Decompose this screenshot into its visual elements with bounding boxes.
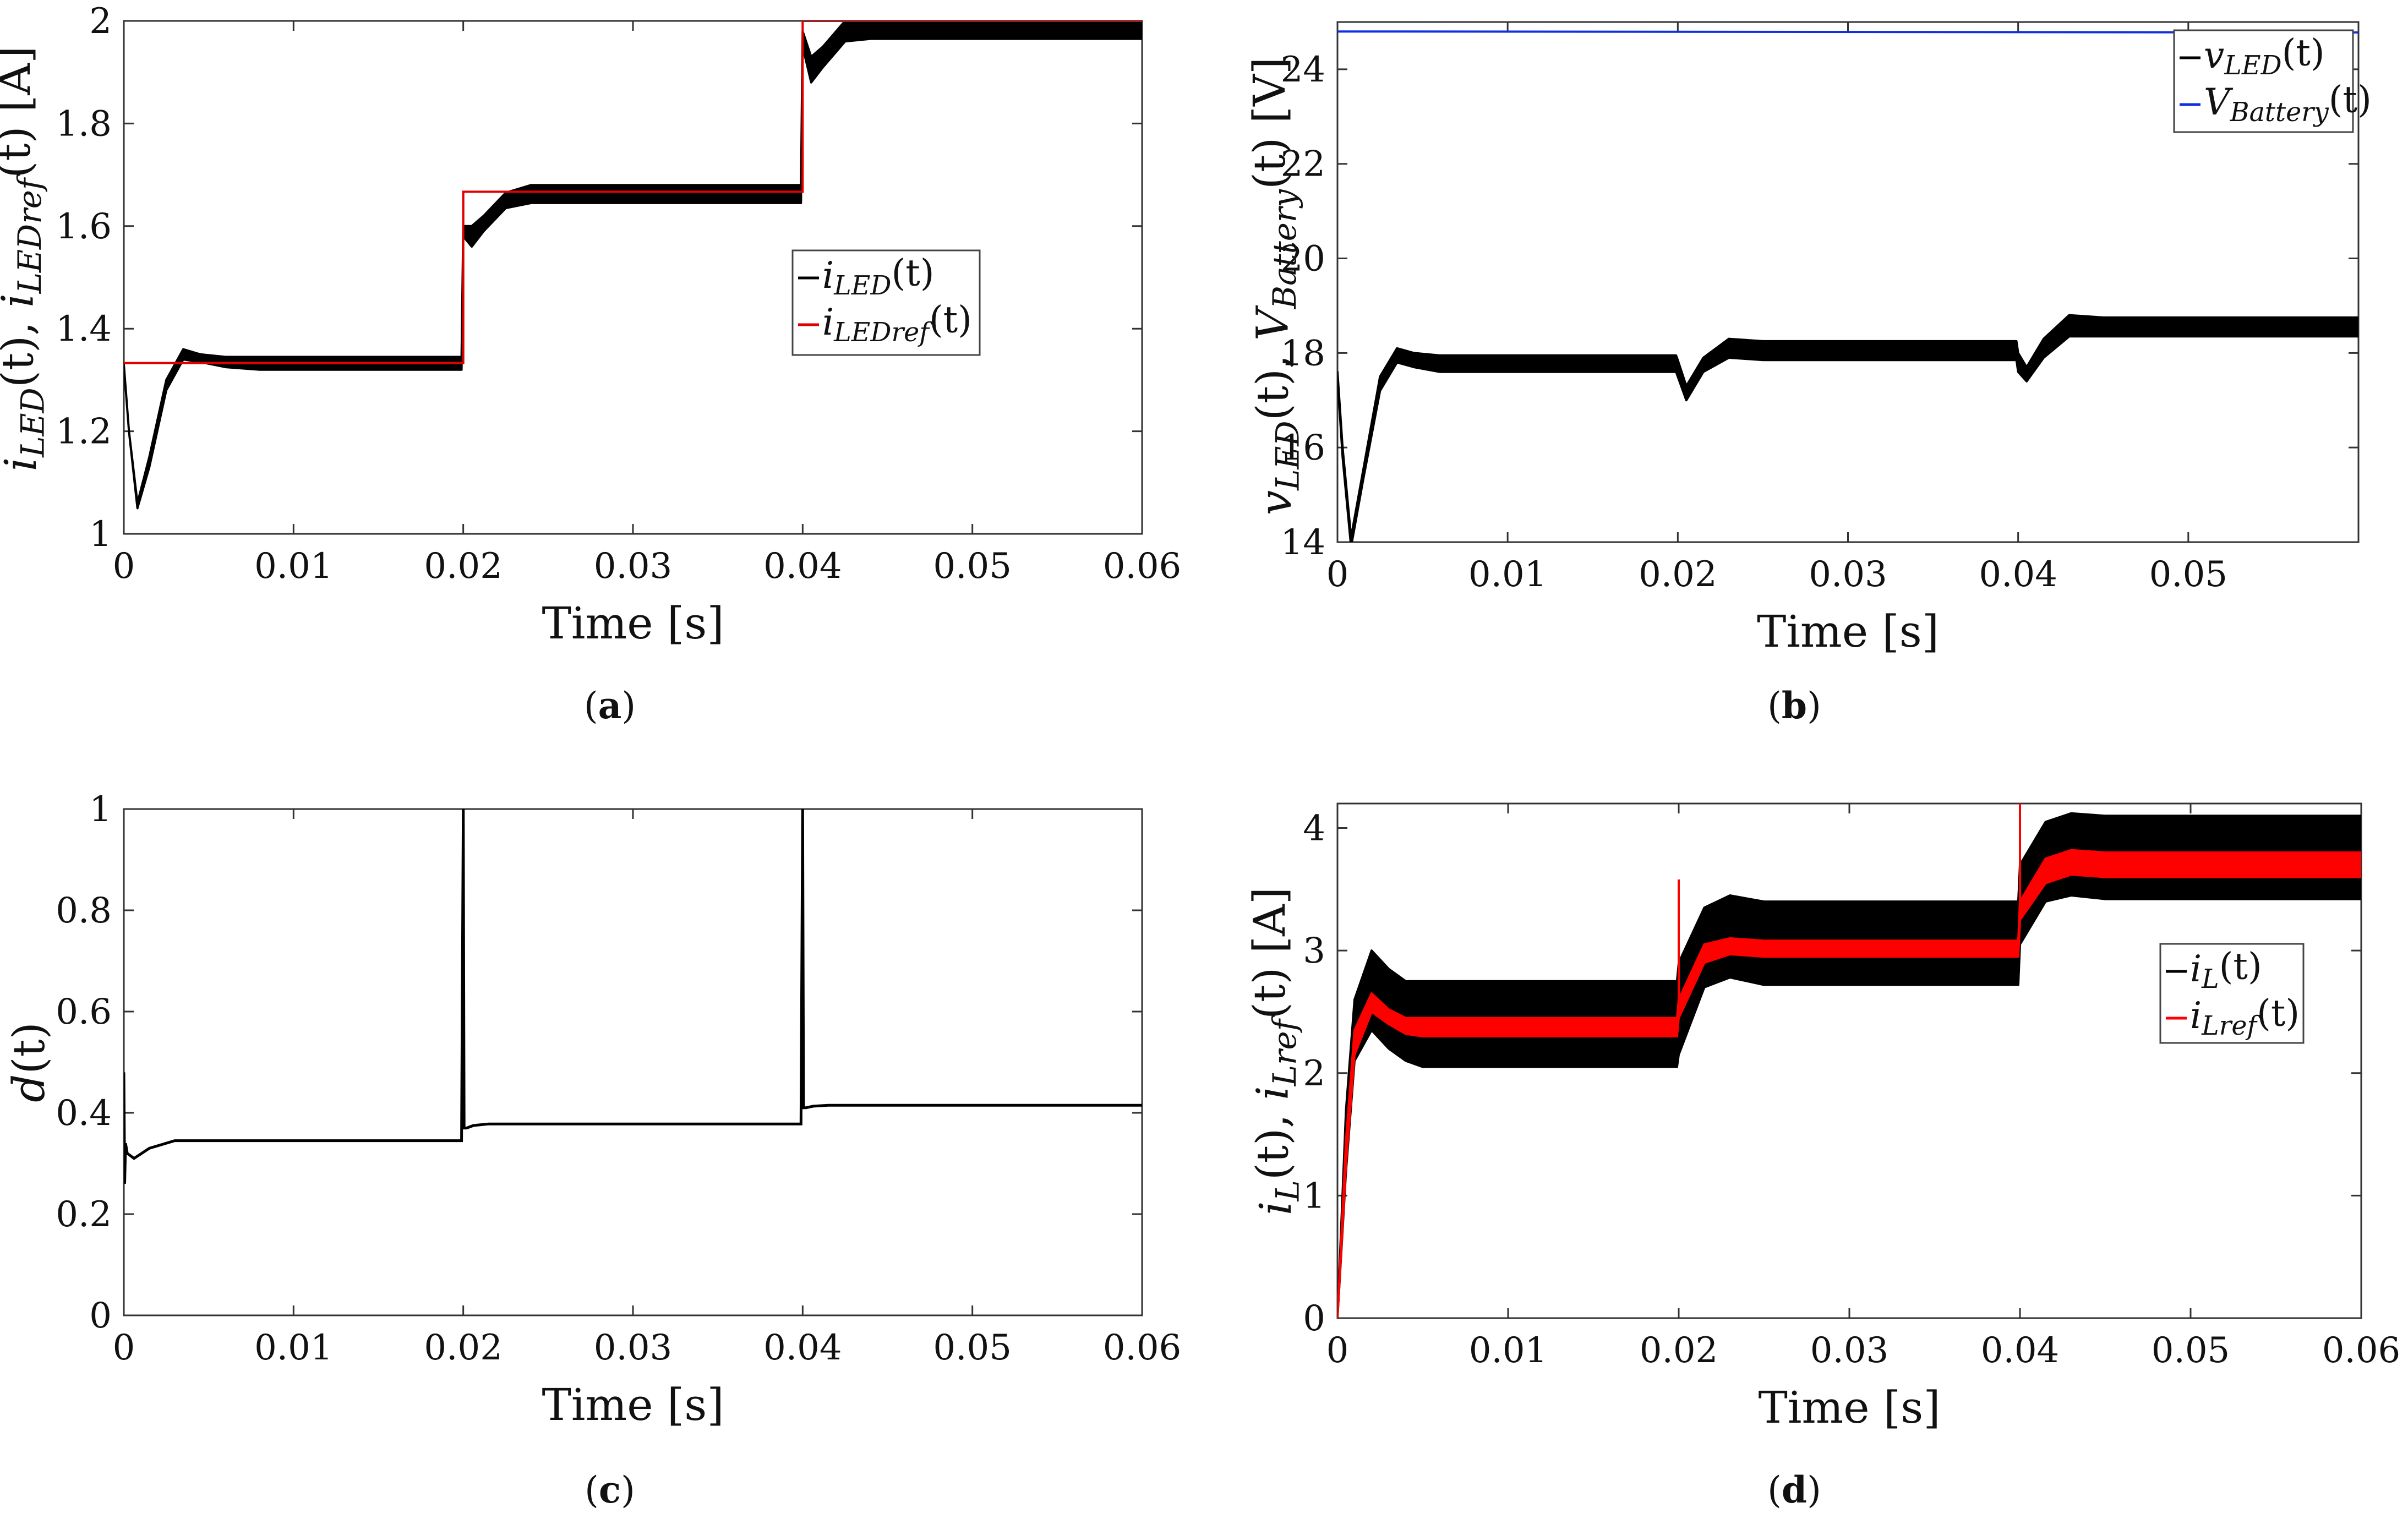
y-tick-label: 1 bbox=[89, 514, 112, 555]
x-tick-label: 0.01 bbox=[254, 1327, 333, 1368]
legend-box bbox=[2173, 29, 2354, 133]
x-tick-label: 0.04 bbox=[763, 546, 842, 587]
chart-c: 0 0.01 0.02 0.03 0.04 0.05 0.06 0 0.2 0.4 0.6 0.8 1 T… bbox=[3, 789, 1181, 1511]
legend-entry: iLED(t) bbox=[822, 252, 934, 301]
y-axis-label-b: vLED(t), VBattery(t) [V] bbox=[1244, 57, 1307, 515]
legend-entry: VBattery(t) bbox=[2204, 78, 2372, 128]
y-tick-label: 0.6 bbox=[56, 992, 112, 1032]
y-tick-label: 20 bbox=[1281, 239, 1325, 280]
y-tick-label: 0 bbox=[89, 1296, 112, 1336]
x-tick-label: 0 bbox=[1326, 1330, 1349, 1371]
y-axis-label: vLED(t), VBattery(t) [V] bbox=[1244, 57, 1307, 515]
x-axis-label: Time [s] bbox=[542, 598, 724, 649]
x-tick-label: 0 bbox=[1326, 554, 1349, 595]
legend: iLED(t)iLEDref(t) bbox=[791, 249, 981, 356]
chart-b: 0 0.01 0.02 0.03 0.04 0.05 14 16 18 20 22 24 Time [s… bbox=[1244, 21, 2372, 727]
x-tick-label: 0.03 bbox=[594, 1327, 673, 1368]
y-tick-label: 18 bbox=[1281, 333, 1325, 374]
series-iledt bbox=[124, 21, 1142, 510]
y-tick-label: 1.2 bbox=[56, 412, 112, 452]
y-tick-label: 1.4 bbox=[56, 309, 112, 349]
chart-d: 0 0.01 0.02 0.03 0.04 0.05 0.06 0 1 2 3 4 Time [s] iL… bbox=[1244, 802, 2401, 1511]
x-tick-label: 0.01 bbox=[1469, 1330, 1548, 1371]
y-tick-label: 22 bbox=[1281, 144, 1325, 185]
legend-entry: iL(t) bbox=[2190, 945, 2262, 995]
legend: iL(t)iLref(t) bbox=[2159, 943, 2305, 1044]
x-tick-label: 0.06 bbox=[1103, 546, 1182, 587]
y-tick-label: 0.8 bbox=[56, 890, 112, 931]
panel-caption: (b) bbox=[1767, 684, 1821, 727]
series-group-c bbox=[124, 809, 1142, 1184]
x-tick-label: 0.02 bbox=[424, 546, 503, 587]
y-tick-label: 16 bbox=[1281, 428, 1325, 468]
x-tick-label: 0.02 bbox=[1640, 1330, 1718, 1371]
y-tick-label: 14 bbox=[1281, 522, 1325, 563]
panel-caption: (a) bbox=[584, 684, 636, 727]
y-axis-label-c: d(t) bbox=[3, 1022, 54, 1102]
y-axis-label: iL(t), iLref(t) [A] bbox=[1244, 887, 1307, 1215]
x-tick-label: 0.05 bbox=[933, 1327, 1012, 1368]
y-tick-label: 1.8 bbox=[56, 103, 112, 144]
y-axis-label-d: iL(t), iLref(t) [A] bbox=[1244, 887, 1307, 1215]
y-axis-label-a: iLED(t), iLEDref(t) [A] bbox=[0, 46, 51, 472]
x-tick-label: 0.05 bbox=[2149, 554, 2228, 595]
legend-entry: vLED(t) bbox=[2204, 31, 2325, 81]
y-tick-label: 1.6 bbox=[56, 206, 112, 247]
y-axis-label: d(t) bbox=[3, 1022, 54, 1102]
y-tick-label: 4 bbox=[1303, 808, 1325, 849]
x-tick-label: 0.04 bbox=[763, 1327, 842, 1368]
y-tick-label: 3 bbox=[1303, 931, 1325, 971]
legend-entry: iLEDref(t) bbox=[822, 298, 972, 348]
y-tick-label: 0.2 bbox=[56, 1194, 112, 1235]
plot-area-a bbox=[123, 20, 1143, 535]
x-tick-label: 0.01 bbox=[1468, 554, 1547, 595]
x-tick-label: 0.04 bbox=[1981, 1330, 2060, 1371]
x-tick-label: 0.05 bbox=[933, 546, 1012, 587]
y-tick-label: 2 bbox=[89, 1, 112, 42]
series-group-d bbox=[1337, 804, 2361, 1318]
panel-caption: (c) bbox=[585, 1468, 635, 1511]
x-tick-label: 0.02 bbox=[424, 1327, 503, 1368]
x-tick-label: 0.03 bbox=[1809, 554, 1887, 595]
panel-caption: (d) bbox=[1767, 1468, 1821, 1511]
series-dt bbox=[124, 809, 1142, 1184]
series-group-a bbox=[124, 21, 1142, 510]
x-axis-label: Time [s] bbox=[1758, 1382, 1940, 1433]
x-tick-label: 0.06 bbox=[2322, 1330, 2401, 1371]
y-tick-label: 0 bbox=[1303, 1298, 1325, 1339]
y-tick-label: 1 bbox=[1303, 1176, 1325, 1216]
x-axis-label: Time [s] bbox=[542, 1379, 724, 1430]
y-tick-label: 24 bbox=[1281, 50, 1325, 90]
y-tick-label: 0.4 bbox=[56, 1093, 112, 1134]
chart-a: 0 0.01 0.02 0.03 0.04 0.05 0.06 1 1.2 1.4 1.6 1.8 2 T… bbox=[0, 1, 1181, 727]
x-tick-label: 0.03 bbox=[1810, 1330, 1889, 1371]
series-vledt bbox=[1337, 314, 2358, 542]
y-axis-label: iLED(t), iLEDref(t) [A] bbox=[0, 46, 51, 472]
plot-area-c bbox=[123, 808, 1143, 1316]
x-tick-label: 0.02 bbox=[1639, 554, 1717, 595]
series-ilreft bbox=[1337, 849, 2361, 1318]
x-tick-label: 0.03 bbox=[594, 546, 673, 587]
series-iledreft bbox=[124, 21, 1142, 364]
legend-box bbox=[2159, 943, 2305, 1044]
y-tick-label: 1 bbox=[89, 789, 112, 830]
x-tick-label: 0.04 bbox=[1979, 554, 2057, 595]
x-tick-label: 0 bbox=[113, 1327, 135, 1368]
x-axis-label: Time [s] bbox=[1757, 606, 1939, 657]
y-tick-label: 2 bbox=[1303, 1053, 1325, 1094]
x-tick-label: 0.05 bbox=[2152, 1330, 2230, 1371]
legend-box bbox=[791, 249, 981, 356]
x-tick-label: 0 bbox=[113, 546, 135, 587]
legend: vLED(t)VBattery(t) bbox=[2173, 29, 2372, 133]
legend-entry: iLref(t) bbox=[2190, 992, 2300, 1041]
x-tick-label: 0.06 bbox=[1103, 1327, 1182, 1368]
x-tick-label: 0.01 bbox=[254, 546, 333, 587]
